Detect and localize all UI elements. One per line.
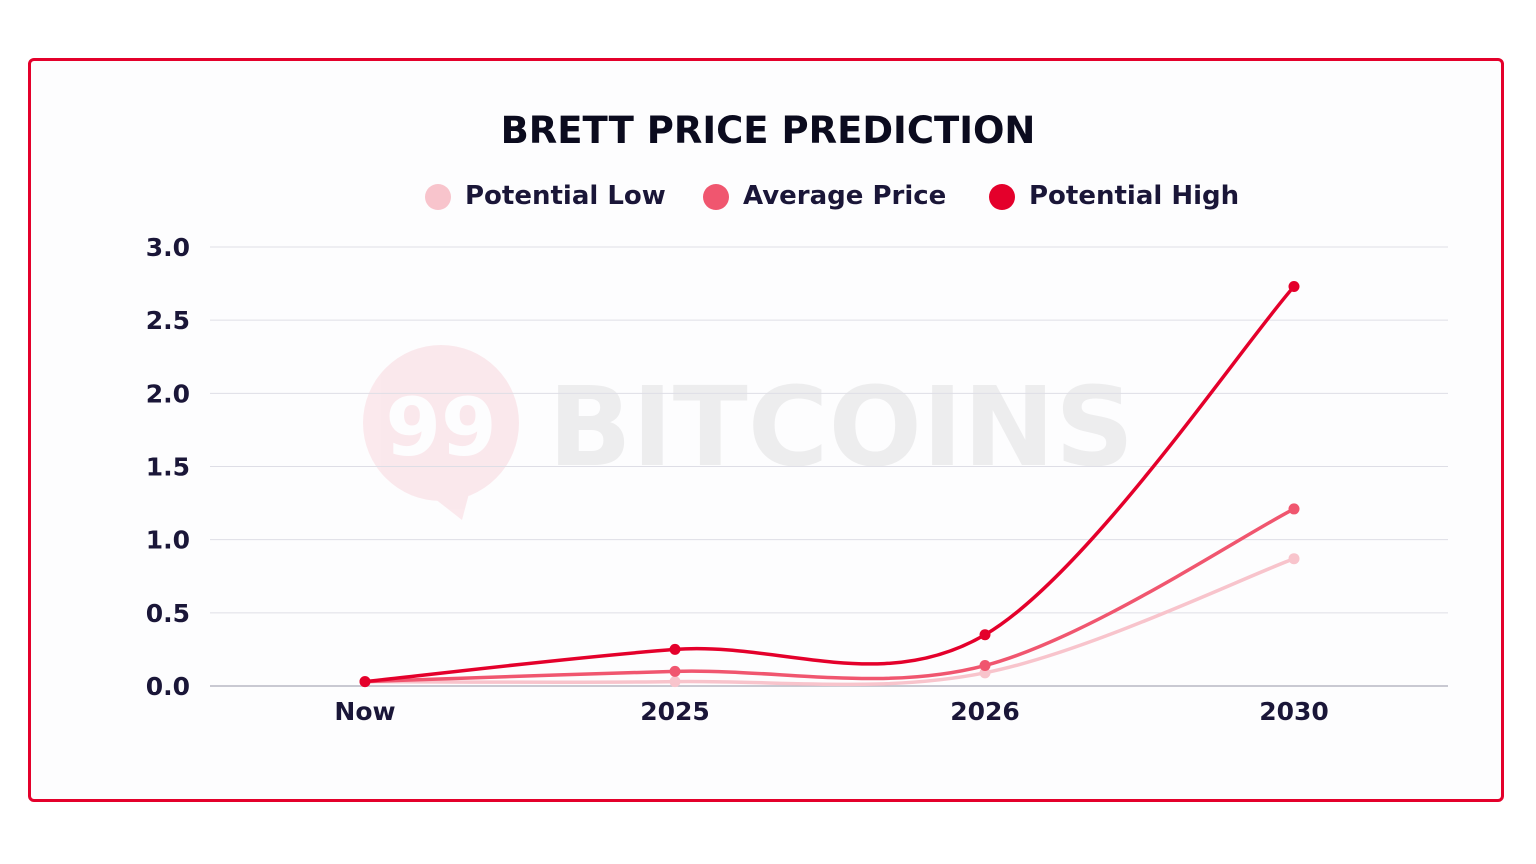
watermark-text: BITCOINS bbox=[548, 363, 1134, 491]
legend: Potential Low Average Price Potential High bbox=[425, 181, 1239, 211]
data-point bbox=[979, 660, 991, 672]
data-point bbox=[669, 643, 681, 655]
y-tick-label: 2.0 bbox=[146, 379, 190, 408]
legend-marker bbox=[425, 184, 451, 210]
series-line bbox=[364, 507, 1295, 684]
legend-label: Potential High bbox=[1029, 181, 1239, 211]
series-line bbox=[364, 557, 1295, 687]
chart-frame bbox=[28, 58, 1504, 802]
y-tick-label: 0.0 bbox=[146, 672, 190, 701]
data-point bbox=[669, 665, 681, 677]
data-point bbox=[1288, 503, 1300, 515]
data-point bbox=[669, 676, 681, 688]
data-point bbox=[1288, 553, 1300, 565]
legend-marker bbox=[989, 184, 1015, 210]
data-point bbox=[359, 676, 371, 688]
y-tick-label: 1.0 bbox=[146, 526, 190, 555]
y-tick-label: 2.5 bbox=[146, 306, 190, 335]
data-point bbox=[979, 629, 991, 641]
data-point bbox=[1288, 281, 1300, 293]
x-tick-label: 2030 bbox=[1259, 697, 1329, 726]
chart-title: BRETT PRICE PREDICTION bbox=[501, 109, 1036, 152]
legend-label: Potential Low bbox=[465, 181, 666, 211]
legend-label: Average Price bbox=[743, 181, 946, 211]
y-tick-label: 1.5 bbox=[146, 453, 190, 482]
x-tick-label: 2025 bbox=[640, 697, 710, 726]
legend-marker bbox=[703, 184, 729, 210]
series-line bbox=[364, 285, 1296, 684]
watermark-logo: 99 BITCOINS bbox=[363, 345, 1134, 520]
x-tick-label: 2026 bbox=[950, 697, 1020, 726]
y-tick-label: 0.5 bbox=[146, 599, 190, 628]
x-tick-label: Now bbox=[334, 697, 395, 726]
y-tick-label: 3.0 bbox=[146, 233, 190, 262]
svg-text:99: 99 bbox=[385, 381, 496, 474]
